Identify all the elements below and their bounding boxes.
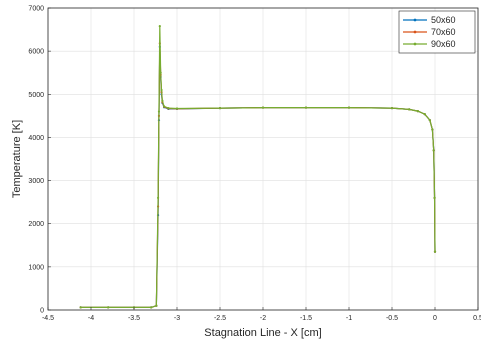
- legend-item: 70x60: [403, 27, 456, 37]
- data-point: [218, 106, 222, 110]
- legend-marker: [413, 42, 417, 46]
- ticks: -4.5 -4 -3.5 -3 -2.5 -2 -1.5 -1 -0.5 0 0.5 0 1000 200…: [28, 6, 481, 323]
- x-tick-label: 0.5: [473, 315, 481, 322]
- x-tick-label: -1.5: [300, 315, 312, 322]
- data-point: [155, 304, 158, 307]
- data-point: [150, 306, 153, 309]
- legend-box: [398, 10, 476, 54]
- legend-item: 90x60: [403, 39, 456, 49]
- x-tick-label: -3.5: [128, 315, 140, 322]
- data-point: [163, 105, 166, 108]
- data-point: [347, 106, 351, 109]
- legend-item: 50x60: [403, 15, 456, 25]
- data-point: [261, 106, 265, 109]
- y-tick-label: 4000: [28, 135, 44, 142]
- data-point: [175, 107, 179, 110]
- x-tick-label: -0.5: [386, 315, 398, 322]
- data-point: [423, 113, 426, 116]
- legend-label: 50x60: [431, 15, 456, 25]
- data-point: [161, 99, 164, 102]
- y-tick-label: 7000: [28, 6, 44, 13]
- series-group: [79, 25, 437, 309]
- x-tick-label: -2: [260, 315, 266, 322]
- data-point: [433, 250, 437, 253]
- x-tick-label: 0: [433, 315, 437, 322]
- data-point: [390, 106, 394, 110]
- data-point: [167, 106, 170, 110]
- y-tick-label: 2000: [28, 221, 44, 228]
- legend-label: 90x60: [431, 39, 456, 49]
- data-point: [304, 106, 308, 109]
- data-point: [428, 119, 431, 122]
- legend: 50x60 70x60 90x60: [398, 10, 476, 54]
- data-point: [431, 128, 434, 131]
- x-tick-label: -3: [174, 315, 180, 322]
- x-tick-label: -4: [88, 315, 94, 322]
- data-point: [156, 196, 160, 199]
- data-point: [157, 110, 161, 113]
- legend-marker: [413, 18, 417, 22]
- y-tick-label: 3000: [28, 178, 44, 185]
- data-point: [408, 108, 411, 111]
- x-tick-label: -4.5: [42, 315, 54, 322]
- y-tick-label: 5000: [28, 92, 44, 99]
- data-point: [160, 88, 163, 92]
- legend-marker: [413, 30, 417, 34]
- y-tick-label: 6000: [28, 49, 44, 56]
- data-point: [416, 110, 419, 113]
- y-axis-label: Temperature [K]: [11, 120, 23, 198]
- data-point: [158, 25, 161, 28]
- x-tick-label: -2.5: [214, 315, 226, 322]
- x-tick-label: -1: [346, 315, 352, 322]
- data-point: [79, 306, 82, 309]
- y-tick-label: 1000: [28, 264, 44, 271]
- series-90x60: [79, 25, 437, 309]
- y-tick-label: 0: [40, 308, 44, 315]
- data-point: [107, 306, 110, 309]
- x-axis-label: Stagnation Line - X [cm]: [204, 327, 321, 339]
- data-point: [432, 149, 435, 152]
- data-point: [433, 196, 436, 199]
- legend-label: 70x60: [431, 27, 456, 37]
- data-point: [159, 71, 162, 74]
